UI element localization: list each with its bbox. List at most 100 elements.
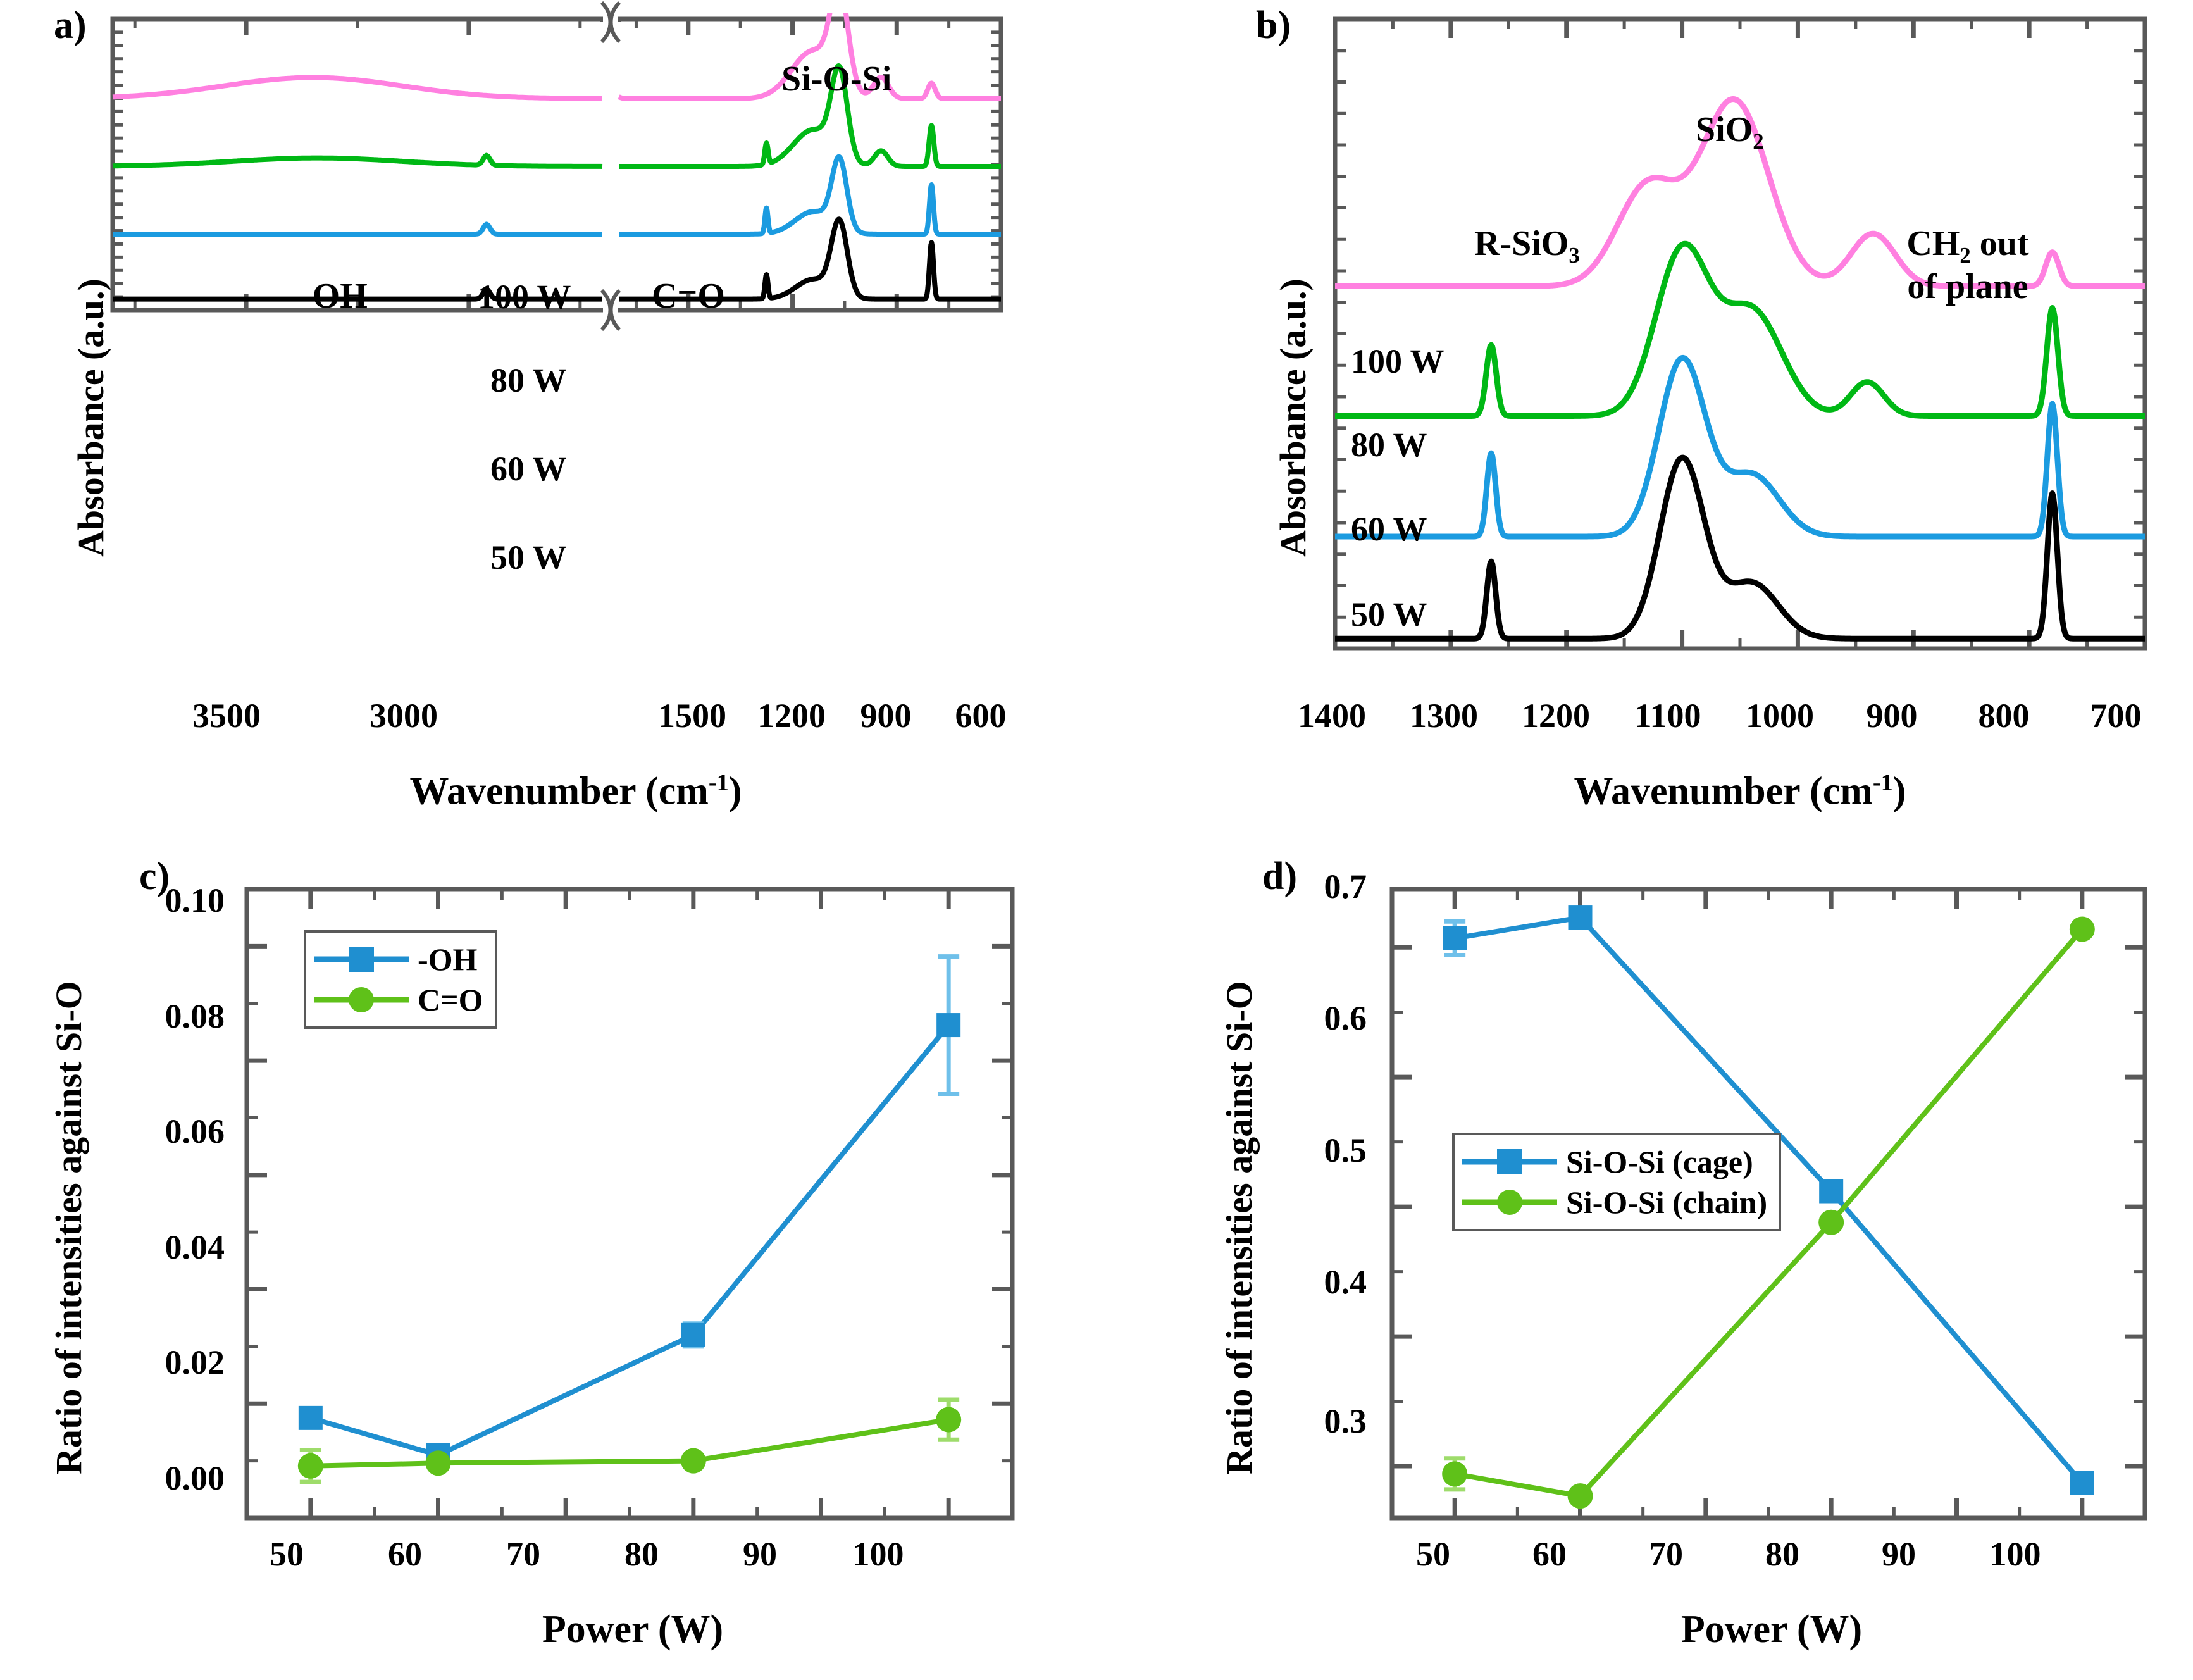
power-label-a-50w: 50 W (490, 538, 567, 576)
panel-d-xaxis-title: Power (W) (1680, 1608, 1863, 1651)
panel-d-ytick-07: 0.7 (1324, 868, 1367, 905)
panel-b-xaxis-title-tail: ) (1892, 769, 1906, 813)
panel-d-ytick-06: 0.6 (1324, 999, 1367, 1037)
panel-c-xtick-50: 50 (270, 1535, 304, 1573)
panel-d-legend-item-cage[interactable]: Si-O-Si (cage) (1462, 1142, 1767, 1182)
panel-c-legend-label-co: C=O (418, 982, 483, 1017)
panel-b-xtick-900: 900 (1866, 697, 1918, 735)
panel-d-legend-swatch-cage (1462, 1149, 1557, 1174)
panel-c-legend-swatch-oh (314, 947, 409, 972)
panel-d-ytick-05: 0.5 (1324, 1131, 1367, 1169)
panel-d-ytick-04: 0.4 (1324, 1263, 1367, 1301)
panel-d-legend-label-chain: Si-O-Si (chain) (1566, 1185, 1768, 1220)
axis-break-icon (600, 0, 621, 44)
panel-d-xtick-70: 70 (1649, 1535, 1683, 1573)
panel-d-legend[interactable]: Si-O-Si (cage) Si-O-Si (chain) (1452, 1133, 1782, 1231)
panel-b-xtick-1400: 1400 (1298, 697, 1366, 735)
panel-c-ytick-006: 0.06 (165, 1112, 225, 1150)
annotation-siosi-a: Si-O-Si (781, 59, 892, 99)
panel-a-xaxis-title-sup: -1 (708, 769, 729, 796)
panel-a-xaxis-title: Wavenumber (cm-1) (373, 769, 778, 814)
panel-a-xtick-3500: 3500 (192, 697, 261, 735)
annotation-co-a: C=O (652, 277, 725, 316)
panel-c-legend-item-oh[interactable]: -OH (314, 939, 483, 980)
annotation-rsio3-b: R-SiO3 (1474, 225, 1580, 268)
power-label-a-60w: 60 W (490, 450, 567, 488)
panel-b-plot (1333, 16, 2147, 651)
panel-b-xtick-1200: 1200 (1522, 697, 1590, 735)
panel-d-xtick-60: 60 (1532, 1535, 1567, 1573)
panel-c-ytick-004: 0.04 (165, 1228, 225, 1266)
panel-d-legend-swatch-chain (1462, 1190, 1557, 1215)
panel-d-legend-item-chain[interactable]: Si-O-Si (chain) (1462, 1182, 1767, 1223)
panel-d-plot (1389, 887, 2147, 1521)
panel-a (101, 13, 607, 313)
power-label-b-60w: 60 W (1351, 510, 1427, 548)
panel-c-ytick-002: 0.02 (165, 1343, 225, 1381)
power-label-b-80w: 80 W (1351, 426, 1427, 464)
panel-b-xaxis-title-text: Wavenumber (cm (1574, 769, 1873, 813)
panel-a-right (614, 13, 1006, 313)
panel-c (240, 883, 1019, 1522)
panel-a-label: a) (54, 4, 87, 47)
panel-b-xaxis-title-sup: -1 (1872, 769, 1893, 796)
panel-d-xtick-90: 90 (1882, 1535, 1916, 1573)
annotation-sio2-sub: 2 (1753, 129, 1764, 154)
panel-a-xtick-1200: 1200 (757, 697, 826, 735)
panel-a-left-plot (110, 16, 607, 313)
panel-b-xtick-1100: 1100 (1634, 697, 1701, 735)
panel-c-yaxis-title: Ratio of intensities against Si-O (48, 981, 89, 1474)
panel-d-yaxis-title: Ratio of intensities against Si-O (1219, 981, 1260, 1474)
axis-break-icon (600, 288, 621, 332)
panel-d-xtick-80: 80 (1765, 1535, 1799, 1573)
panel-b-xtick-1000: 1000 (1746, 697, 1814, 735)
power-label-b-100w: 100 W (1351, 342, 1444, 380)
panel-d-label: d) (1262, 855, 1298, 898)
panel-a-xtick-3000: 3000 (370, 697, 438, 735)
panel-c-plot (244, 887, 1015, 1521)
panel-d (1386, 883, 2151, 1522)
panel-c-legend-swatch-co (314, 987, 409, 1012)
annotation-ch2-sub: 2 (1960, 243, 1971, 268)
panel-a-xtick-900: 900 (860, 697, 912, 735)
annotation-rsio3-sub: 3 (1569, 243, 1580, 268)
panel-b-xaxis-title: Wavenumber (cm-1) (1538, 769, 1942, 814)
power-label-b-50w: 50 W (1351, 595, 1427, 633)
panel-a-xaxis-title-tail: ) (728, 769, 742, 813)
panel-c-ytick-008: 0.08 (165, 997, 225, 1035)
annotation-ch2-line2: of plane (1907, 266, 2028, 306)
annotation-sio2-text: SiO (1696, 110, 1753, 149)
panel-b-yaxis-title: Absorbance (a.u.) (1272, 278, 1314, 557)
panel-c-xtick-80: 80 (624, 1535, 659, 1573)
annotation-ch2-text: CH (1906, 224, 1960, 263)
annotation-ch2-b: CH2 out of plane (1863, 225, 2072, 306)
panel-c-label: c) (139, 855, 170, 898)
panel-d-xtick-100: 100 (1989, 1535, 2041, 1573)
panel-a-right-plot (614, 13, 1003, 313)
panel-c-ytick-000: 0.00 (165, 1459, 225, 1497)
annotation-oh-a: -OH (301, 277, 368, 316)
panel-c-legend[interactable]: -OH C=O (304, 930, 497, 1029)
panel-c-ytick-010: 0.10 (165, 881, 225, 919)
panel-c-xtick-100: 100 (852, 1535, 904, 1573)
annotation-ch2-tail: out (1970, 224, 2029, 263)
panel-c-xtick-60: 60 (388, 1535, 422, 1573)
panel-a-yaxis-title: Absorbance (a.u.) (70, 278, 111, 557)
panel-d-xtick-50: 50 (1416, 1535, 1450, 1573)
panel-a-xtick-600: 600 (955, 697, 1007, 735)
annotation-sio2-b: SiO2 (1696, 111, 1764, 154)
annotation-rsio3-text: R-SiO (1474, 224, 1569, 263)
panel-d-legend-label-cage: Si-O-Si (cage) (1566, 1144, 1753, 1179)
panel-b-label: b) (1256, 4, 1291, 47)
panel-b-xtick-1300: 1300 (1410, 697, 1478, 735)
power-label-a-100w: 100 W (478, 278, 571, 316)
panel-a-xtick-1500: 1500 (658, 697, 726, 735)
panel-b (1329, 13, 2151, 655)
panel-c-xtick-90: 90 (743, 1535, 777, 1573)
panel-b-xtick-800: 800 (1978, 697, 2030, 735)
panel-c-xtick-70: 70 (506, 1535, 540, 1573)
panel-c-legend-item-co[interactable]: C=O (314, 980, 483, 1020)
panel-a-xaxis-title-text: Wavenumber (cm (409, 769, 709, 813)
panel-c-legend-label-oh: -OH (418, 942, 478, 977)
